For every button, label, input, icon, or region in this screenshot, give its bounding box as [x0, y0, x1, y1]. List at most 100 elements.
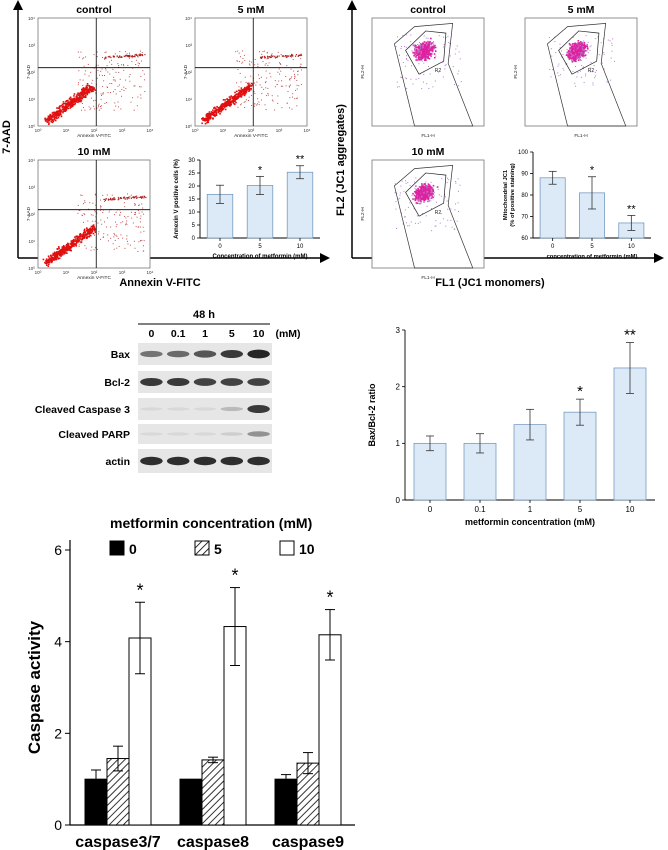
blot-concentration: 5	[229, 328, 235, 340]
blot-band	[247, 404, 270, 414]
x-tick-label: 10	[628, 244, 635, 250]
blot-band	[193, 456, 217, 466]
legend-swatch	[109, 540, 125, 556]
flow-plot-frame	[194, 17, 308, 127]
significance-mark: *	[590, 165, 595, 177]
blot-lane-label: Cleaved PARP	[58, 429, 130, 441]
legend-label: 5	[214, 541, 222, 557]
significance-mark: **	[627, 203, 636, 215]
decade-tick-label: 10⁴	[28, 16, 35, 21]
flow-event-dots	[201, 50, 303, 125]
x-tick-label: 5	[578, 505, 583, 514]
decade-tick-label: 10⁴	[28, 158, 35, 163]
decade-tick-label: 10¹	[28, 239, 35, 244]
blot-lane-label: actin	[105, 456, 130, 468]
blot-band	[220, 378, 244, 386]
flow-y-label: FL2-H	[360, 65, 366, 79]
flow-y-label: 7-AAD	[26, 206, 32, 221]
blot-band	[193, 350, 217, 358]
annexin-x-axis-label: Annexin V-FITC	[119, 277, 200, 289]
bar	[286, 171, 314, 239]
blot-band	[220, 456, 244, 466]
blot-concentration: 1	[202, 328, 208, 340]
gate-label: R2	[435, 210, 442, 216]
significance-mark: **	[624, 326, 636, 343]
x-tick-label: 1	[528, 505, 533, 514]
x-tick-label: 0	[551, 244, 555, 250]
blot-band	[247, 378, 270, 386]
decade-tick-label: 10²	[248, 128, 255, 133]
x-tick-label: caspase3/7	[75, 834, 161, 850]
blot-unit-label: (mM)	[275, 328, 300, 340]
jc1-gate-outer	[394, 23, 474, 127]
flow-y-label: 7-AAD	[183, 64, 189, 79]
flow-plot-title: control	[410, 4, 446, 16]
y-tick-label: 1	[396, 439, 401, 448]
blot-band	[247, 431, 270, 437]
gate-label: R2	[588, 68, 595, 74]
blot-band	[166, 432, 190, 436]
annexin-y-axis-label: 7-AAD	[1, 120, 13, 154]
flow-plot-title: 5 mM	[568, 4, 595, 16]
flow-x-label: Annexin V-FITC	[234, 133, 268, 139]
blot-lane: Bcl-2	[104, 371, 272, 393]
blot-band	[166, 350, 190, 358]
decade-tick-label: 10⁴	[147, 128, 154, 133]
x-tick-label: 0	[218, 244, 222, 250]
blot-concentration: 0	[148, 328, 154, 340]
jc1-gate-outer	[547, 23, 627, 127]
chart-legend: metformin concentration (mM) 0 5 10	[109, 515, 315, 557]
jc1-gate-outer	[394, 165, 474, 269]
caspase-activity-chart: 0 2 4 6 Caspase activity * caspase3/7 * caspase8…	[25, 515, 355, 850]
y-tick-label: 2	[396, 382, 401, 391]
y-tick-label: 3	[396, 326, 401, 335]
significance-mark: *	[326, 588, 333, 608]
blot-band	[193, 378, 217, 386]
flow-x-label: FL1-H	[421, 133, 435, 139]
decade-tick-label: 10¹	[185, 97, 192, 102]
blot-band	[166, 456, 190, 466]
blot-lane-label: Bax	[111, 349, 130, 361]
x-tick-label: 10	[626, 505, 635, 514]
blot-concentration-labels: 0 0.1 1 5 10	[148, 328, 264, 340]
x-tick-label: 10	[297, 244, 304, 250]
y-axis-title-line: Mitochondrial JC1	[503, 169, 509, 220]
arrow-head-icon	[654, 253, 664, 263]
decade-tick-label: 10²	[91, 270, 98, 275]
legend-label: 10	[299, 541, 315, 557]
blot-band	[166, 377, 190, 387]
y-tick-label: 0	[396, 496, 401, 505]
y-tick-label: 30	[188, 158, 195, 164]
annexin-bar-chart: 0 5 10 15 20 25 30 0 5 * 10 ** Concentration of metf…	[174, 154, 320, 260]
decade-tick-label: 10⁴	[185, 16, 192, 21]
panel-jc1: FL2 (JC1 aggregates) FL1 (JC1 monomers) …	[335, 0, 664, 289]
x-tick-label: 0.1	[474, 505, 486, 514]
decade-tick-label: 10²	[185, 70, 192, 75]
blot-lane: Cleaved PARP	[58, 424, 272, 444]
blot-lane: actin	[105, 449, 272, 473]
significance-mark: *	[136, 580, 143, 600]
blot-concentration: 0.1	[171, 328, 186, 340]
jc1-gate-inner	[405, 172, 447, 217]
x-axis-title: Concentration of metformin (mM)	[213, 254, 308, 260]
flow-event-dots	[42, 193, 147, 267]
jc1-gate-inner	[558, 30, 600, 75]
jc1-dot-plot: control R2 FL1-H FL2-H	[360, 4, 485, 139]
y-axis-title-line: (% of positive staining)	[510, 163, 516, 227]
blot-band	[220, 432, 244, 436]
significance-mark: *	[577, 383, 583, 400]
blot-band	[140, 456, 163, 466]
x-tick-label: caspase9	[272, 834, 344, 850]
decade-tick-label: 10⁰	[28, 124, 35, 129]
blot-lanes: Bax Bcl-2 Cleaved Caspase 3 Cleaved PARP act…	[35, 343, 272, 473]
flow-y-label: FL2-H	[513, 65, 519, 79]
y-tick-label: 70	[521, 215, 528, 221]
decade-tick-label: 10³	[119, 270, 126, 275]
arrow-head-icon	[347, 0, 357, 10]
y-tick-label: 5	[192, 223, 196, 229]
y-tick-label: 20	[188, 184, 195, 190]
decade-tick-label: 10¹	[63, 270, 70, 275]
legend-label: 0	[129, 541, 137, 557]
